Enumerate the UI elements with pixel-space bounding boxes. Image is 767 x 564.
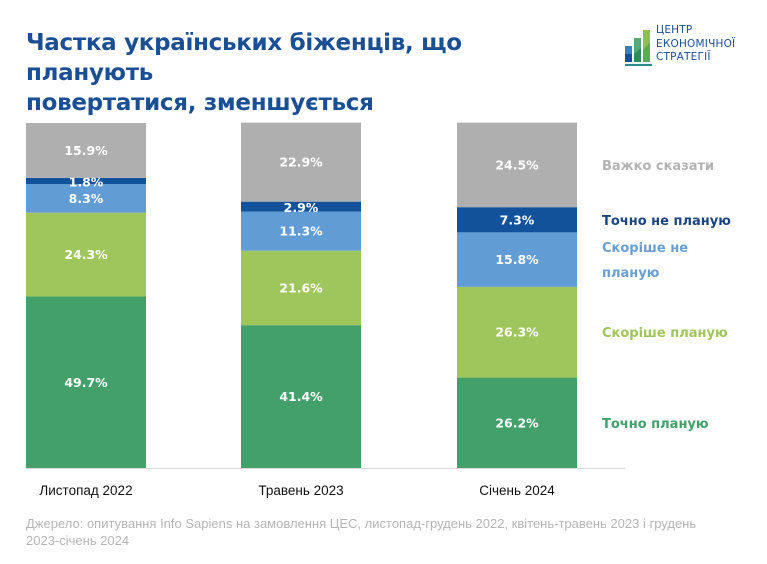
data-label: 11.3% <box>279 224 323 239</box>
bar-segment <box>241 211 361 251</box>
legend-label: Важко сказати <box>602 159 714 174</box>
legend-label: планую <box>602 266 660 281</box>
logo: ЦЕНТР ЕКОНОМІЧНОЇ СТРАТЕГІЇ <box>624 24 764 68</box>
data-label: 7.3% <box>500 212 535 227</box>
legend-label: Точно планую <box>602 417 709 432</box>
data-label: 15.8% <box>495 252 539 267</box>
bar-chart-logo-icon <box>625 30 652 66</box>
data-label: 24.5% <box>495 157 539 172</box>
data-label: 2.9% <box>284 200 319 215</box>
bar-segment <box>26 212 146 297</box>
bar-segment <box>26 123 146 178</box>
chart-title-line-2: повертатися, зменшується <box>26 90 374 116</box>
data-label: 21.6% <box>279 280 323 295</box>
bar-segment <box>241 122 361 202</box>
data-label: 49.7% <box>64 375 108 390</box>
x-tick-label: Листопад 2022 <box>39 483 132 498</box>
legend-label: Скоріше планую <box>602 326 728 341</box>
chart-title: Частка українських біженців, що планують… <box>26 28 586 118</box>
logo-line-2: ЕКОНОМІЧНОЇ <box>656 37 736 50</box>
bar-segment <box>26 177 146 185</box>
logo-line-3: СТРАТЕГІЇ <box>656 51 711 63</box>
bar-segment <box>241 201 361 212</box>
bar-segment <box>457 232 577 287</box>
data-label: 22.9% <box>279 155 323 170</box>
data-label: 24.3% <box>64 247 108 262</box>
bar-segment <box>457 377 577 468</box>
bar-segment <box>457 122 577 208</box>
x-tick-label: Травень 2023 <box>258 483 343 498</box>
bar-segment <box>241 325 361 468</box>
data-label: 1.8% <box>69 174 104 189</box>
bar-segment <box>241 250 361 326</box>
chart-title-line-1: Частка українських біженців, що планують <box>26 30 462 86</box>
bar-stack: 26.2% 26.3% 15.8% 7.3% 24.5% <box>457 122 577 468</box>
bar-segment <box>26 296 146 468</box>
bar-segment <box>26 184 146 213</box>
source-note: Джерело: опитування Info Sapiens на замо… <box>26 516 697 548</box>
logo-text: ЦЕНТР ЕКОНОМІЧНОЇ СТРАТЕГІЇ <box>656 24 735 65</box>
data-label: 26.3% <box>495 325 539 340</box>
data-label: 41.4% <box>279 389 323 404</box>
legend-label: Точно не планую <box>602 214 731 229</box>
x-tick-label: Січень 2024 <box>479 483 555 498</box>
data-label: 15.9% <box>64 143 108 158</box>
stacked-bar-chart: 49.7% 24.3% 8.3% 1.8% 15.9% Листопад 2022 41.4… <box>26 122 731 498</box>
logo-line-1: ЦЕНТР <box>656 24 693 36</box>
bar-stack: 41.4% 21.6% 11.3% 2.9% 22.9% <box>241 122 361 468</box>
legend-label: Скоріше не <box>602 241 688 256</box>
bar-segment <box>457 286 577 378</box>
bar-stack: 49.7% 24.3% 8.3% 1.8% 15.9% <box>26 123 146 468</box>
data-label: 26.2% <box>495 415 539 430</box>
data-label: 8.3% <box>69 191 104 206</box>
bar-segment <box>457 207 577 233</box>
